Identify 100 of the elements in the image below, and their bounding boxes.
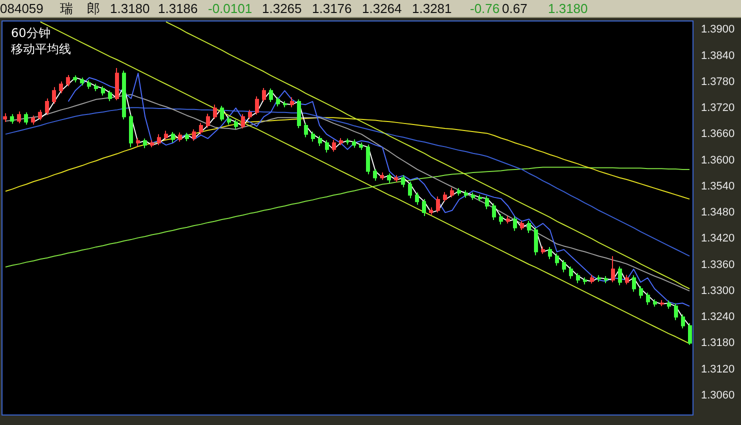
candlestick [94,83,98,92]
candlestick [332,139,336,152]
y-tick-label: 1.3540 [701,180,735,192]
candlestick [24,112,28,126]
candlestick [499,214,503,225]
candlestick [422,198,426,217]
candlestick [366,144,370,175]
line-series [166,21,690,290]
y-tick-label: 1.3180 [701,337,735,350]
y-tick-label: 1.3300 [701,284,735,297]
candlestick [73,74,77,83]
candlestick [38,109,42,121]
y-tick-label: 1.3900 [701,24,735,36]
y-tick-label: 1.3480 [701,206,735,219]
candlestick [199,122,203,135]
candlestick [276,96,280,107]
candlestick [604,276,608,284]
candlestick [387,172,391,184]
y-tick-label: 1.3120 [701,363,735,376]
line-series [4,107,690,257]
candlestick [115,68,119,101]
y-tick-label: 1.3360 [701,258,735,271]
candlestick [562,260,566,273]
y-tick-label: 1.3720 [701,102,735,114]
candlestick [248,109,252,120]
candlestick [318,135,322,146]
candlestick [325,140,329,153]
candlestick [632,274,636,292]
candlestick [241,114,245,130]
candlestick [17,111,21,124]
y-tick-label: 1.3660 [701,128,735,140]
candlestick [380,172,384,180]
candlestick [492,202,496,220]
candlestick [10,114,14,124]
candlestick [339,138,343,146]
candlestick [429,206,433,216]
candlestick [171,132,175,143]
candlestick [359,142,363,150]
candlestick [346,138,349,146]
candlestick [394,174,398,183]
line-series [4,94,690,292]
text: 瑞 [60,1,73,16]
y-tick-label: 1.3600 [701,154,735,166]
candlestick [527,220,531,234]
candlestick [660,300,664,307]
candlestick [297,98,301,129]
candlestick [688,322,692,346]
candlestick [136,138,140,147]
candlestick [415,192,419,206]
candlestick [178,132,182,142]
candlestick [436,196,440,214]
candlestick [534,226,538,256]
candlestick [66,74,70,87]
candlestick [52,86,56,104]
candlestick [464,190,468,198]
candlestick [555,252,559,266]
y-tick-label: 1.3420 [701,232,735,245]
candlestick [443,192,447,202]
candlestick [122,70,126,120]
text: 1.3180 [110,1,150,16]
candlestick [667,300,671,310]
line-series [4,166,690,268]
candlestick [513,216,517,232]
text: 0.67 [502,1,528,16]
y-tick-label: 1.3060 [701,389,735,402]
text: 1.3180 [548,1,588,16]
candlestick [290,96,294,108]
candlestick [129,114,133,148]
candlestick [87,80,91,90]
text: 1.3265 [262,1,302,16]
text: 郎 [87,1,100,16]
text: -0.0101 [208,1,252,16]
candlestick [255,96,259,116]
candlestick [639,286,643,299]
candlestick [674,303,678,321]
y-tick-label: 1.3840 [701,50,735,62]
candlestick [304,122,308,138]
text: 移动平均线 [11,42,71,56]
candlestick [457,188,461,196]
candlestick [653,298,657,308]
text: 1.3176 [312,1,352,16]
candlestick [192,128,196,142]
candlestick [234,119,238,130]
candlestick [157,134,161,146]
chart-title: 60分钟 [11,26,50,40]
candlestick [220,105,224,122]
candlestick [45,98,49,116]
candlestick [646,292,650,306]
candlestick [269,88,273,102]
candlestick [625,274,629,285]
candlestick [618,266,622,286]
candlestick [611,256,615,283]
candlestick [681,314,685,329]
text: 1.3264 [362,1,402,16]
candlestick [408,181,412,199]
y-tick-label: 1.3240 [701,311,735,324]
candlestick [213,104,217,120]
candlestick [352,138,356,148]
candlestick [3,112,7,123]
candlestick [450,187,454,198]
